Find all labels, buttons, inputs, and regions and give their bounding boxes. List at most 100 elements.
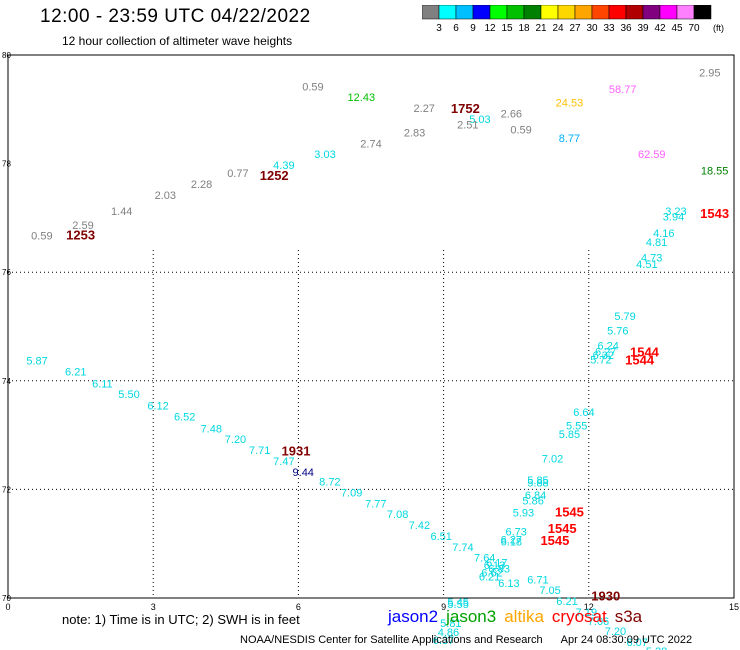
wave-height-label: 6.13	[498, 578, 519, 590]
wave-height-label: 5.55	[566, 421, 587, 433]
wave-height-label: 3.03	[314, 149, 335, 161]
color-scale-label: 6	[453, 23, 459, 34]
wave-height-label: 4.81	[646, 237, 667, 249]
wave-height-label: 1.44	[111, 206, 132, 218]
color-scale-label: 30	[586, 23, 598, 34]
wave-height-label: 2.95	[699, 68, 720, 80]
wave-height-label: 7.64	[474, 553, 495, 565]
wave-height-label: 2.59	[72, 220, 93, 232]
color-swatch	[693, 5, 712, 20]
color-scale-unit: (ft)	[713, 23, 724, 33]
wave-height-label: 5.28	[646, 646, 667, 650]
wave-height-label: 3.94	[663, 212, 684, 224]
wave-height-label: 7.05	[539, 585, 560, 597]
wave-height-label: 4.73	[641, 252, 662, 264]
wave-height-label: 6.21	[479, 572, 500, 584]
wave-height-label: 58.77	[609, 84, 637, 96]
wave-height-label: 7.02	[542, 453, 563, 465]
wave-height-label: 7.74	[452, 542, 473, 554]
wave-height-label: 4.51	[636, 259, 657, 271]
wave-height-label: 7.71	[249, 445, 270, 457]
wave-height-label: 9.44	[293, 467, 314, 479]
pass-time-label: 1252	[260, 168, 289, 183]
pass-time-label: 1752	[451, 101, 480, 116]
color-scale-label: 18	[518, 23, 530, 34]
wave-height-label: 6.12	[147, 401, 168, 413]
satellite-legend-s3a: s3a	[614, 607, 643, 626]
chart-title: 12:00 - 23:59 UTC 04/22/2022	[40, 6, 311, 27]
satellite-legend-jason3: jason3	[446, 607, 497, 626]
wave-height-label: 5.72	[590, 354, 611, 366]
wave-height-label: 8.77	[559, 133, 580, 145]
wave-height-label: 5.85	[559, 429, 580, 441]
wave-height-label: 5.76	[607, 326, 628, 338]
pass-time-label: 1543	[700, 206, 729, 221]
pass-time-label: 1544	[630, 344, 660, 359]
wave-height-label: 3.23	[665, 206, 686, 218]
wave-height-label: 24.53	[556, 98, 584, 110]
satellite-legend: jason2 jason3 altika cryosat s3a	[388, 607, 650, 627]
wave-height-label: 7.20	[225, 434, 246, 446]
y-tick-label: 80	[2, 51, 11, 60]
wave-height-label: 6.17	[486, 558, 507, 570]
wave-height-label: 2.83	[404, 127, 425, 139]
color-scale-legend: 3 6 9 12 15 18 21 24 27 30 33 36 39 42 45 70 (ft)	[422, 5, 724, 34]
wave-height-label: 5.45	[447, 597, 468, 609]
credit-text: NOAA/NESDIS Center for Satellite Applica…	[240, 634, 543, 646]
footer-note: note: 1) Time is in UTC; 2) SWH is in fe…	[62, 612, 300, 627]
satellite-legend-altika: altika	[504, 607, 544, 626]
wave-height-label: 6.18	[501, 536, 522, 548]
wave-height-label: 2.27	[414, 103, 435, 115]
wave-height-label: 7.42	[409, 520, 430, 532]
pass-time-label: 1545	[548, 521, 577, 536]
y-tick-label: 74	[2, 377, 11, 386]
wave-height-label: 6.27	[595, 346, 616, 358]
satellite-legend-jason2: jason2	[388, 607, 439, 626]
wave-height-label: 18.55	[701, 165, 729, 177]
wave-height-label: 7.09	[341, 487, 362, 499]
x-tick-label: 9	[441, 602, 446, 612]
generated-timestamp: Apr 24 08:30:09 UTC 2022	[560, 634, 693, 646]
wave-height-label: 4.39	[273, 160, 294, 172]
color-scale-label: 21	[535, 23, 547, 34]
wave-height-label: 0.59	[31, 231, 52, 243]
wave-height-label: 6.84	[525, 490, 546, 502]
pass-time-label: 1931	[282, 444, 311, 459]
y-tick-label: 78	[2, 160, 11, 169]
wave-height-label: 7.08	[387, 509, 408, 521]
color-scale-label: 33	[603, 23, 615, 34]
wave-height-label: 6.13	[484, 560, 505, 572]
wave-height-label: 5.87	[26, 356, 47, 368]
color-scale-label: 39	[637, 23, 649, 34]
wave-height-label: 2.66	[501, 108, 522, 120]
wave-height-label: 5.55	[447, 599, 468, 611]
wave-height-label: 6.83	[489, 563, 510, 575]
wave-height-label: 2.74	[360, 138, 381, 150]
wave-height-label: 5.88	[527, 478, 548, 490]
pass-time-label: 1545	[540, 533, 569, 548]
color-scale-label: 45	[671, 23, 683, 34]
color-scale-label: 3	[436, 23, 442, 34]
wave-height-label: 7.20	[605, 626, 626, 638]
wave-height-label: 6.62	[481, 567, 502, 579]
wave-height-label: 2.51	[457, 119, 478, 131]
color-scale-label: 36	[620, 23, 632, 34]
wave-height-label: 6.27	[501, 535, 522, 547]
wave-height-label: 6.73	[505, 527, 526, 539]
wave-height-label: 6.21	[65, 366, 86, 378]
wave-height-label: 62.59	[638, 149, 666, 161]
x-tick-label: 3	[151, 602, 156, 612]
wave-height-label: 2.28	[191, 179, 212, 191]
wave-height-label: 7.19	[576, 607, 597, 619]
wave-height-label: 6.64	[573, 407, 594, 419]
wave-height-label: 7.06	[588, 616, 609, 628]
x-tick-label: 12	[584, 602, 594, 612]
x-tick-label: 6	[296, 602, 301, 612]
wave-height-label: 7.48	[201, 423, 222, 435]
color-scale-label: 70	[688, 23, 700, 34]
wave-height-label: 6.51	[430, 531, 451, 543]
wave-height-label: 5.85	[527, 475, 548, 487]
wave-height-label: 4.86	[438, 627, 459, 639]
wave-height-label: 6.07	[626, 637, 647, 649]
